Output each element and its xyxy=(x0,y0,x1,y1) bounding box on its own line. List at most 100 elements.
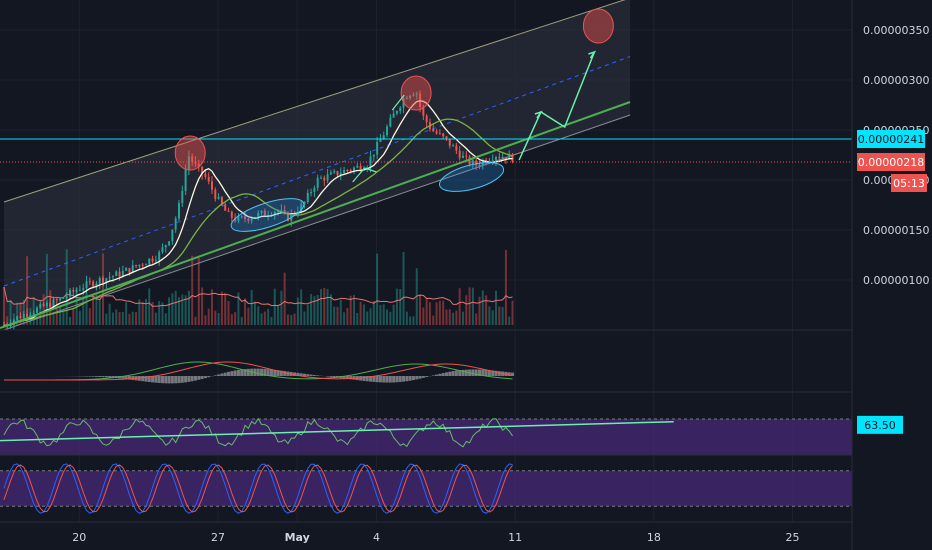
candle-body xyxy=(286,212,289,221)
volume-bar xyxy=(227,300,230,325)
macd-hist-bar xyxy=(382,376,386,383)
macd-hist-bar xyxy=(425,376,429,378)
price-scale-area[interactable] xyxy=(852,0,932,550)
volume-bar xyxy=(501,307,504,325)
candle-body xyxy=(125,268,128,271)
channel-lower-line[interactable] xyxy=(3,114,631,331)
top-circle xyxy=(400,75,432,111)
candle-body xyxy=(201,166,204,174)
candle-body xyxy=(438,133,441,135)
macd-hist-bar xyxy=(193,376,197,381)
top-circle xyxy=(174,135,206,171)
candle-body xyxy=(237,216,240,221)
candle-body xyxy=(204,173,207,177)
candle-body xyxy=(135,265,138,267)
volume-bar xyxy=(353,294,355,325)
candle-body xyxy=(273,211,276,216)
candle-body xyxy=(39,303,42,308)
macd-hist-bar xyxy=(362,376,366,381)
macd-hist-bar xyxy=(217,374,221,376)
arrow-head xyxy=(534,110,543,119)
volume-bar xyxy=(75,287,78,325)
volume-bar xyxy=(125,302,128,325)
candle-body xyxy=(316,177,319,188)
candle-body xyxy=(306,192,309,202)
candle-body xyxy=(244,216,247,219)
macd-hist-bar xyxy=(345,376,349,379)
candle-body xyxy=(356,166,359,168)
candle-body xyxy=(16,316,19,321)
volume-bar xyxy=(9,300,12,325)
candle-body xyxy=(372,154,375,157)
candle-body xyxy=(227,210,230,212)
volume-bar xyxy=(336,306,339,325)
macd-hist-bar xyxy=(299,373,303,376)
volume-bar xyxy=(488,306,491,325)
macd-hist-bar xyxy=(441,373,445,376)
volume-bar xyxy=(303,311,306,325)
volume-bar xyxy=(495,290,497,325)
candle-body xyxy=(409,95,412,98)
macd-hist-bar xyxy=(160,376,164,384)
macd-hist-bar xyxy=(94,376,98,377)
candle-body xyxy=(151,258,154,262)
candle-body xyxy=(379,139,382,142)
arrow-segment xyxy=(364,167,377,173)
candle-body xyxy=(69,289,71,297)
candle-body xyxy=(85,281,88,289)
macd-hist-bar xyxy=(144,376,148,382)
macd-hist-bar xyxy=(147,376,151,383)
badge-rsi: 63.50 xyxy=(857,415,903,434)
macd-hist-bar xyxy=(111,376,115,378)
macd-hist-bar xyxy=(332,376,336,378)
macd-hist-bar xyxy=(273,369,277,376)
candle-body xyxy=(62,297,65,299)
volume-bar xyxy=(349,295,352,325)
macd-hist-bar xyxy=(177,376,181,384)
price-tick-label: 0.00000100 xyxy=(863,274,929,287)
macd-hist-bar xyxy=(213,375,217,376)
macd-hist-bar xyxy=(378,376,382,383)
volume-bar xyxy=(234,312,237,325)
channel-upper-line[interactable] xyxy=(3,0,630,203)
macd-hist-bar xyxy=(484,369,488,376)
candle-body xyxy=(144,264,147,266)
support-trendline[interactable] xyxy=(0,101,631,329)
volume-bar xyxy=(504,249,507,325)
macd-hist-bar xyxy=(487,370,491,376)
macd-hist-bar xyxy=(174,376,178,384)
volume-bar xyxy=(16,302,19,325)
candle-body xyxy=(115,271,118,277)
macd-hist-bar xyxy=(197,376,201,380)
macd-hist-bar xyxy=(131,376,135,380)
macd-hist-bar xyxy=(388,376,392,383)
candle-body xyxy=(376,141,379,155)
macd-hist-bar xyxy=(497,371,501,376)
volume-bar xyxy=(154,312,157,325)
volume-bar xyxy=(465,295,468,325)
date-tick-label: 25 xyxy=(786,531,800,544)
volume-bar xyxy=(82,295,85,325)
channel-mid-dashed-line[interactable] xyxy=(3,56,631,287)
volume-bar xyxy=(2,287,5,325)
candle-body xyxy=(95,283,98,287)
volume-bar xyxy=(366,311,369,325)
macd-hist-bar xyxy=(385,376,389,383)
macd-hist-bar xyxy=(306,374,310,376)
volume-bar xyxy=(399,289,402,325)
volume-bar xyxy=(220,291,223,325)
volume-bar xyxy=(95,294,98,325)
volume-bar xyxy=(78,310,81,325)
candle-body xyxy=(425,115,428,123)
volume-bar xyxy=(277,304,280,325)
stoch-band xyxy=(0,470,852,507)
macd-hist-bar xyxy=(448,371,452,376)
price-channel-area xyxy=(3,0,631,330)
price-tick-label: 0.00000300 xyxy=(863,74,929,87)
volume-bar xyxy=(158,301,161,325)
candle-body xyxy=(158,252,161,261)
macd-hist-bar xyxy=(418,376,422,379)
volume-bar xyxy=(498,306,501,325)
volume-bar xyxy=(128,313,131,325)
